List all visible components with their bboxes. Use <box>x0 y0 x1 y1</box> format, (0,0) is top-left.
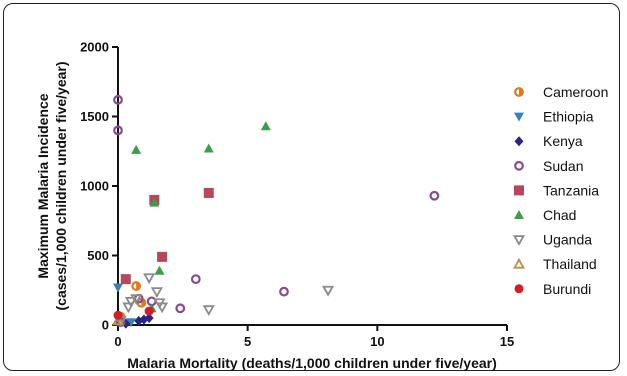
x-tick-label: 10 <box>370 334 384 349</box>
point-uganda <box>202 305 215 317</box>
legend: Cameroon Ethiopia Kenya Sudan Tanzania Chad Ug… <box>512 84 608 297</box>
x-tick-label: 0 <box>114 334 121 349</box>
legend-marker-cameroon <box>514 87 524 97</box>
x-axis-title: Malaria Mortality (deaths/1,000 children… <box>127 355 497 371</box>
legend-marker-uganda <box>512 235 526 246</box>
point-chad <box>149 197 160 207</box>
legend-marker-kenya <box>514 136 524 147</box>
point-burundi <box>144 306 154 316</box>
point-uganda <box>322 285 335 297</box>
y-axis-title-line-2: (cases/1,000 children under five/year) <box>53 61 69 310</box>
y-axis-ticks: 0 500 1000 1500 2000 <box>80 40 118 333</box>
figure-frame <box>3 3 620 371</box>
point-uganda <box>156 302 169 314</box>
point-tanzania <box>157 251 168 262</box>
y-axis-title: Maximum Malaria Incidence (cases/1,000 c… <box>35 61 69 310</box>
point-thailand <box>111 314 125 326</box>
legend-item-tanzania: Tanzania <box>514 182 599 198</box>
point-sudan <box>113 125 123 136</box>
point-sudan <box>279 286 289 297</box>
point-uganda <box>150 287 163 298</box>
legend-item-uganda: Uganda <box>512 232 592 248</box>
legend-label-kenya: Kenya <box>543 133 583 149</box>
legend-marker-ethiopia <box>514 112 524 122</box>
legend-marker-chad <box>514 210 524 219</box>
y-tick-label: 500 <box>87 248 109 263</box>
point-sudan <box>175 303 186 314</box>
legend-label-chad: Chad <box>543 207 576 223</box>
point-cameroon <box>131 281 142 291</box>
legend-item-thailand: Thailand <box>512 256 597 272</box>
point-ethiopia <box>113 283 123 293</box>
legend-marker-sudan <box>514 160 524 171</box>
point-chad <box>154 265 165 275</box>
legend-label-thailand: Thailand <box>543 256 597 272</box>
point-chad <box>260 121 271 131</box>
y-tick-label: 2000 <box>80 40 109 55</box>
point-burundi <box>113 310 123 320</box>
legend-label-ethiopia: Ethiopia <box>543 109 594 125</box>
point-tanzania <box>120 274 131 285</box>
data-points <box>111 94 440 329</box>
legend-item-ethiopia: Ethiopia <box>514 109 594 125</box>
point-tanzania <box>203 187 214 198</box>
legend-label-cameroon: Cameroon <box>543 84 608 100</box>
point-kenya <box>144 313 154 324</box>
legend-item-burundi: Burundi <box>514 281 591 297</box>
point-uganda <box>122 302 135 314</box>
legend-label-sudan: Sudan <box>543 158 583 174</box>
x-axis-ticks: 0 5 10 15 <box>114 325 514 349</box>
point-sudan <box>190 274 201 285</box>
legend-item-sudan: Sudan <box>514 158 583 174</box>
y-axis-title-line-1: Maximum Malaria Incidence <box>35 93 51 278</box>
legend-item-kenya: Kenya <box>514 133 583 149</box>
y-tick-label: 1500 <box>80 109 109 124</box>
point-uganda <box>124 296 138 308</box>
legend-item-chad: Chad <box>514 207 576 223</box>
legend-label-tanzania: Tanzania <box>543 182 599 198</box>
axes <box>117 47 507 326</box>
legend-marker-tanzania <box>514 185 524 196</box>
point-sudan <box>113 94 123 105</box>
point-sudan <box>429 190 440 201</box>
point-chad <box>203 143 214 153</box>
x-tick-label: 5 <box>244 334 251 349</box>
y-tick-label: 1000 <box>80 179 109 194</box>
point-ethiopia <box>125 318 136 328</box>
legend-label-burundi: Burundi <box>543 281 591 297</box>
y-tick-label: 0 <box>102 318 109 333</box>
point-uganda <box>143 273 156 285</box>
legend-label-uganda: Uganda <box>543 232 592 248</box>
point-chad <box>131 144 142 154</box>
legend-item-cameroon: Cameroon <box>514 84 608 100</box>
legend-marker-burundi <box>514 284 524 294</box>
legend-marker-thailand <box>512 257 526 269</box>
x-tick-label: 15 <box>500 334 514 349</box>
